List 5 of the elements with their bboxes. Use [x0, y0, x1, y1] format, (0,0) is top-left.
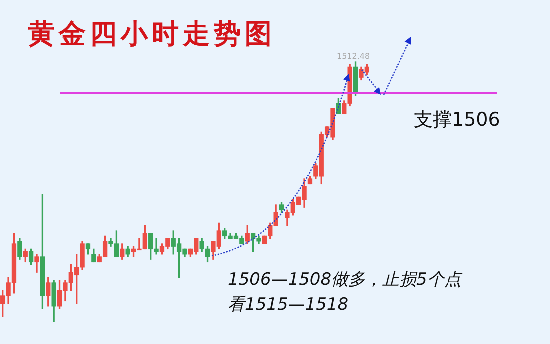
ref-line-label: 支撑1506 — [414, 108, 500, 133]
annotation: 看1515—1518 — [228, 294, 349, 316]
chart-title: 黄金四小时走势图 — [28, 18, 276, 52]
annotation: 1506—1508做多，止损5个点 — [228, 269, 462, 291]
text: 1512.48 — [337, 52, 370, 61]
